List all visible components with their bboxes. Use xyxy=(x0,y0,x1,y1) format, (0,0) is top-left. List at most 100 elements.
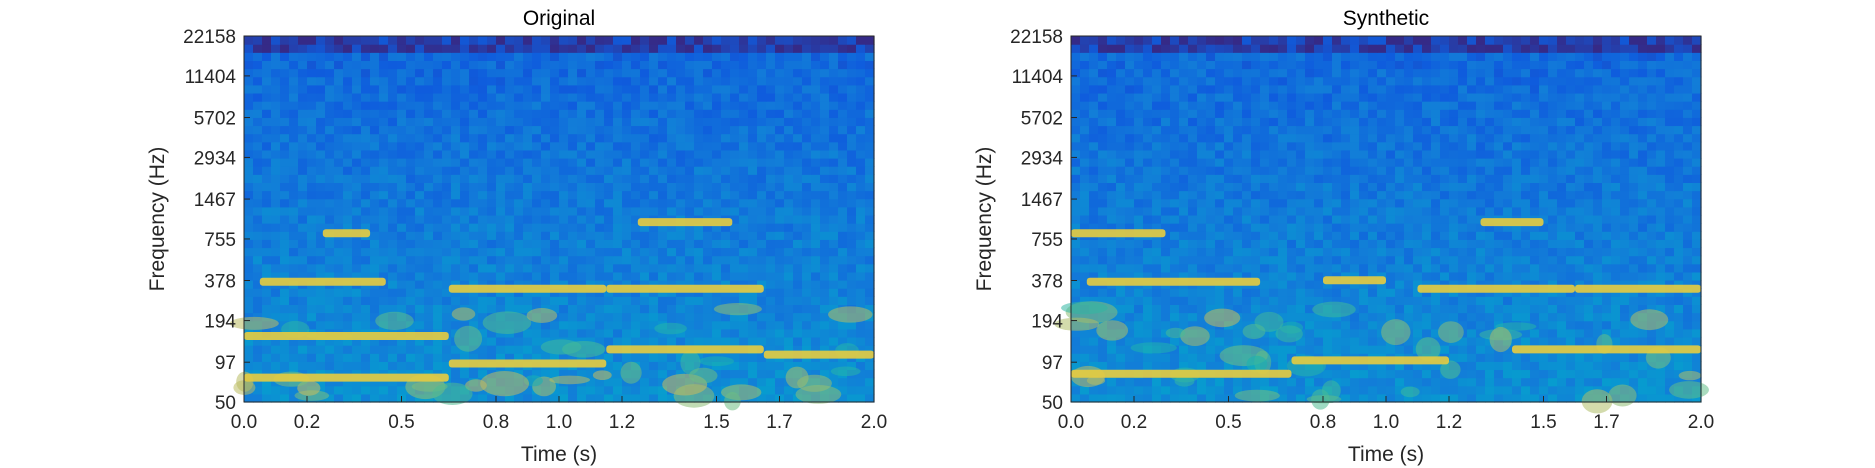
spectrogram-cell xyxy=(316,190,326,200)
spectrogram-cell xyxy=(433,174,443,183)
spectrogram-cell xyxy=(1539,312,1549,322)
spectrogram-cell xyxy=(712,255,722,265)
spectrogram-cell xyxy=(550,92,560,102)
spectrogram-cell xyxy=(838,206,848,216)
spectrogram-cell xyxy=(1593,312,1603,322)
spectrogram-cell xyxy=(532,223,542,232)
spectrogram-cell xyxy=(721,239,731,249)
spectrogram-cell xyxy=(838,280,848,289)
spectrogram-cell xyxy=(595,393,605,403)
spectrogram-cell xyxy=(1485,369,1495,379)
spectrogram-cell xyxy=(1611,312,1621,322)
spectrogram-cell xyxy=(523,117,533,127)
spectrogram-cell xyxy=(748,190,758,200)
spectrogram-cell xyxy=(1314,288,1324,297)
spectrogram-cell xyxy=(703,133,713,143)
spectrogram-cell xyxy=(550,158,560,167)
spectrogram-cell xyxy=(415,101,425,110)
spectrogram-cell xyxy=(442,214,452,224)
spectrogram-cell xyxy=(613,353,623,362)
spectrogram-cell xyxy=(1692,271,1702,281)
spectrogram-cell xyxy=(1314,263,1324,273)
spectrogram-cell xyxy=(847,182,857,192)
spectrogram-cell xyxy=(262,393,272,403)
spectrogram-cell xyxy=(559,247,569,257)
spectrogram-cell xyxy=(244,345,254,354)
spectrogram-cell xyxy=(1071,328,1081,338)
spectrogram-cell xyxy=(577,68,587,78)
spectrogram-cell xyxy=(478,198,488,208)
spectrogram-cell xyxy=(1188,255,1198,265)
spectrogram-cell xyxy=(784,92,794,102)
spectrogram-cell xyxy=(523,385,533,395)
spectrogram-cell xyxy=(694,280,704,289)
spectrogram-cell xyxy=(1368,247,1378,257)
spectrogram-cell xyxy=(415,280,425,289)
spectrogram-cell xyxy=(1080,328,1090,338)
spectrogram-cell xyxy=(1602,206,1612,216)
spectrogram-cell xyxy=(307,345,317,354)
spectrogram-cell xyxy=(847,288,857,297)
spectrogram-cell xyxy=(433,117,443,127)
spectrogram-cell xyxy=(865,125,875,135)
spectrogram-cell xyxy=(406,44,416,53)
spectrogram-cell xyxy=(415,149,425,159)
spectrogram-cell xyxy=(424,109,434,118)
spectrogram-cell xyxy=(1152,198,1162,208)
spectrogram-cell xyxy=(379,52,389,61)
spectrogram-cell xyxy=(262,271,272,281)
spectrogram-cell xyxy=(478,44,488,53)
spectrogram-cell xyxy=(523,214,533,224)
spectrogram-cell xyxy=(1332,296,1342,305)
spectrogram-cell xyxy=(253,76,263,86)
spectrogram-cell xyxy=(1179,385,1189,395)
spectrogram-cell xyxy=(244,158,254,167)
spectrogram-cell xyxy=(613,239,623,249)
spectrogram-cell xyxy=(667,117,677,127)
spectrogram-cell xyxy=(613,328,623,338)
spectrogram-cell xyxy=(865,239,875,249)
spectrogram-cell xyxy=(361,68,371,78)
spectrogram-cell xyxy=(1503,223,1513,232)
spectrogram-cell xyxy=(586,328,596,338)
spectrogram-cell xyxy=(532,214,542,224)
spectrogram-cell xyxy=(1341,377,1351,387)
spectrogram-cell xyxy=(622,141,632,151)
spectrogram-cell xyxy=(847,166,857,175)
spectrogram-cell xyxy=(1323,223,1333,232)
spectrogram-cell xyxy=(676,149,686,159)
spectrogram-cell xyxy=(802,198,812,208)
spectrogram-cell xyxy=(1260,231,1270,240)
spectrogram-cell xyxy=(820,247,830,257)
spectrogram-cell xyxy=(838,76,848,86)
spectrogram-cell xyxy=(523,369,533,379)
spectrogram-cell xyxy=(280,125,290,135)
spectrogram-cell xyxy=(694,190,704,200)
spectrogram-cell xyxy=(271,385,281,395)
spectrogram-cell xyxy=(1647,296,1657,305)
spectrogram-cell xyxy=(721,84,731,94)
spectrogram-cell xyxy=(1143,377,1153,387)
spectrogram-cell xyxy=(298,109,308,118)
spectrogram-cell xyxy=(595,328,605,338)
spectrogram-cell xyxy=(1116,198,1126,208)
spectrogram-cell xyxy=(1386,280,1396,289)
spectrogram-cell xyxy=(1611,214,1621,224)
spectrogram-cell xyxy=(1557,206,1567,216)
spectrogram-cell xyxy=(730,149,740,159)
spectrogram-cell xyxy=(1683,255,1693,265)
spectrogram-cell xyxy=(1431,231,1441,240)
spectrogram-cell xyxy=(1305,385,1315,395)
spectrogram-cell xyxy=(1107,377,1117,387)
spectrogram-cell xyxy=(406,361,416,371)
spectrogram-cell xyxy=(442,223,452,232)
spectrogram-cell xyxy=(730,328,740,338)
spectrogram-cell xyxy=(757,263,767,273)
chart-panel-synthetic: 0.0 0.2 0.5 0.8 1.0 1.2 1.5 1.7 2.0 22158 11404 570… xyxy=(827,0,1764,468)
spectrogram-cell xyxy=(244,280,254,289)
spectrogram-cell xyxy=(1323,214,1333,224)
spectrogram-cell xyxy=(703,68,713,78)
spectrogram-cell xyxy=(667,60,677,70)
spectrogram-cell xyxy=(856,361,866,371)
spectrogram-cell xyxy=(739,320,749,330)
